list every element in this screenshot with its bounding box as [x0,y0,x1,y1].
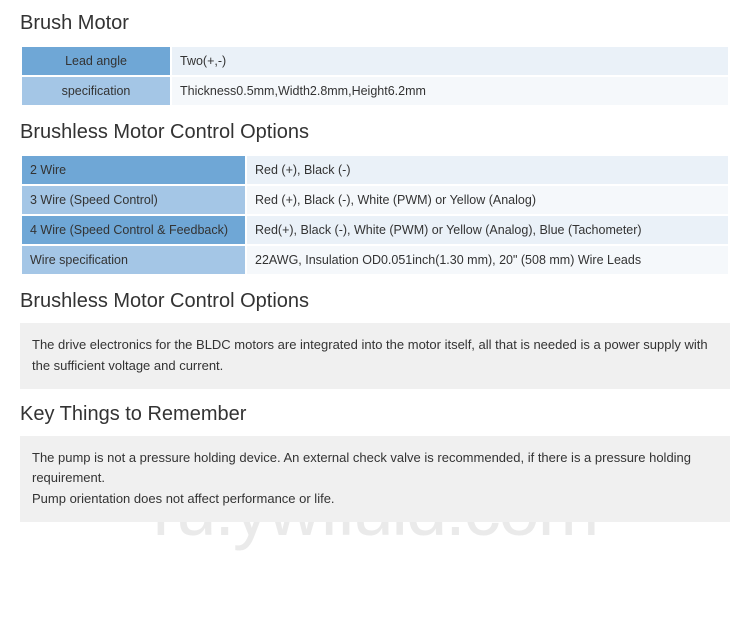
section-title-key-things: Key Things to Remember [20,403,730,426]
table-row: Wire specification 22AWG, Insulation OD0… [21,245,729,275]
section-title-brushless-note: Brushless Motor Control Options [20,290,730,313]
row-value: Red(+), Black (-), White (PWM) or Yellow… [246,215,729,245]
note-box: The drive electronics for the BLDC motor… [20,323,730,389]
row-label: 2 Wire [21,155,246,185]
table-row: specification Thickness0.5mm,Width2.8mm,… [21,76,729,106]
table-row: 3 Wire (Speed Control) Red (+), Black (-… [21,185,729,215]
table-row: 4 Wire (Speed Control & Feedback) Red(+)… [21,215,729,245]
row-label: Wire specification [21,245,246,275]
row-label: 4 Wire (Speed Control & Feedback) [21,215,246,245]
brushless-options-table: 2 Wire Red (+), Black (-) 3 Wire (Speed … [20,154,730,276]
brush-motor-table: Lead angle Two(+,-) specification Thickn… [20,45,730,107]
section-title-brushless-options: Brushless Motor Control Options [20,121,730,144]
table-row: 2 Wire Red (+), Black (-) [21,155,729,185]
table-row: Lead angle Two(+,-) [21,46,729,76]
row-value: Red (+), Black (-), White (PWM) or Yello… [246,185,729,215]
row-value: Red (+), Black (-) [246,155,729,185]
row-value: 22AWG, Insulation OD0.051inch(1.30 mm), … [246,245,729,275]
section-title-brush-motor: Brush Motor [20,12,730,35]
row-value: Thickness0.5mm,Width2.8mm,Height6.2mm [171,76,729,106]
row-label: Lead angle [21,46,171,76]
row-label: 3 Wire (Speed Control) [21,185,246,215]
row-label: specification [21,76,171,106]
row-value: Two(+,-) [171,46,729,76]
note-box: The pump is not a pressure holding devic… [20,436,730,522]
